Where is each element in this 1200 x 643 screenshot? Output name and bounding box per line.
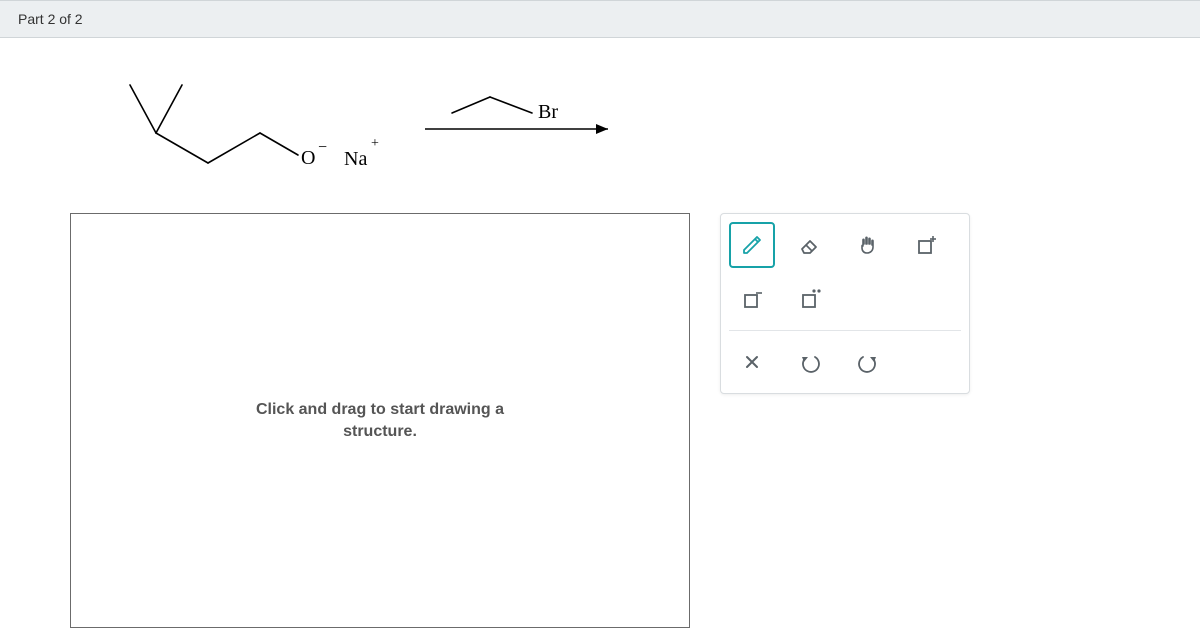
pan-tool[interactable] [845, 222, 891, 268]
tool-row-3 [729, 330, 961, 385]
placeholder-line-2: structure. [256, 421, 504, 443]
square-plus-icon [912, 231, 940, 259]
sodium-charge: + [371, 136, 379, 152]
charge-plus-tool[interactable] [903, 222, 949, 268]
redo-icon [854, 348, 882, 376]
tool-panel [720, 213, 970, 394]
bromine-label: Br [538, 101, 558, 124]
lone-pair-tool[interactable] [787, 276, 833, 322]
sodium-label: Na [344, 148, 367, 171]
tool-row-2 [729, 276, 961, 322]
pencil-tool[interactable] [729, 222, 775, 268]
drawing-canvas[interactable]: Click and drag to start drawing a struct… [70, 213, 690, 628]
content: O − Na + Br Click and drag to start draw… [0, 38, 1200, 640]
clear-button[interactable] [729, 339, 775, 385]
pencil-icon [738, 231, 766, 259]
x-icon [738, 348, 766, 376]
square-minus-icon [738, 285, 766, 313]
oxygen-charge: − [318, 139, 327, 157]
part-title: Part 2 of 2 [18, 11, 83, 27]
placeholder-line-1: Click and drag to start drawing a [256, 399, 504, 421]
square-dots-icon [796, 285, 824, 313]
structure-svg [60, 63, 620, 203]
eraser-tool[interactable] [787, 222, 833, 268]
redo-button[interactable] [845, 339, 891, 385]
reaction-diagram: O − Na + Br [60, 63, 600, 203]
eraser-icon [796, 231, 824, 259]
undo-icon [796, 348, 824, 376]
part-header: Part 2 of 2 [0, 0, 1200, 38]
charge-minus-tool[interactable] [729, 276, 775, 322]
canvas-placeholder: Click and drag to start drawing a struct… [256, 399, 504, 442]
oxygen-label: O [301, 147, 315, 170]
hand-icon [854, 231, 882, 259]
tool-row-1 [729, 222, 961, 268]
undo-button[interactable] [787, 339, 833, 385]
